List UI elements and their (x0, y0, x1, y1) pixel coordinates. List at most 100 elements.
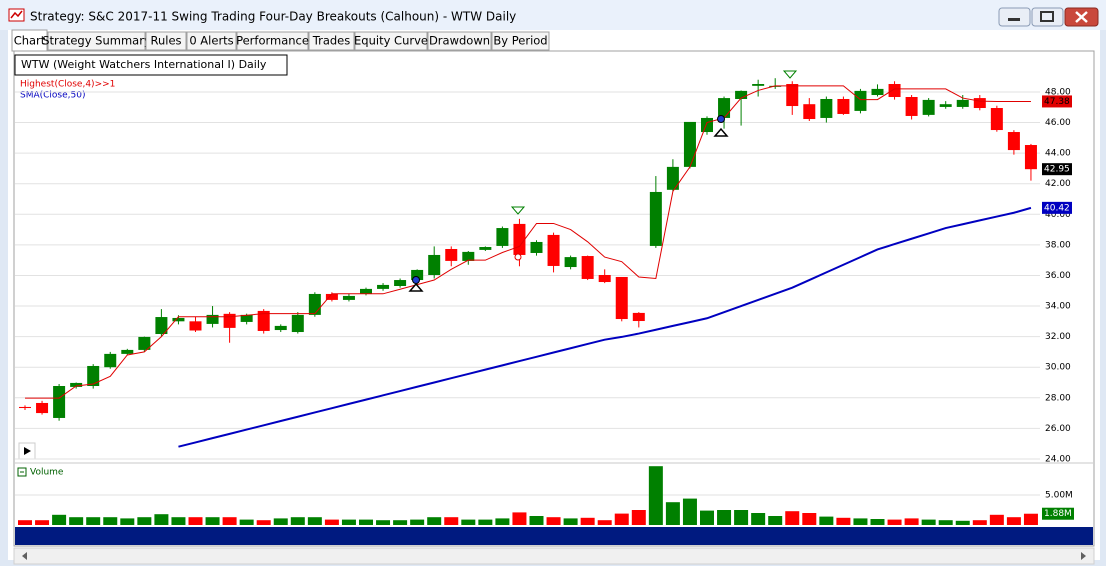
scroll-left-arrow[interactable] (22, 552, 27, 560)
candle-body (155, 317, 168, 335)
candle-body (786, 84, 799, 107)
volume-bar (904, 518, 919, 525)
tab[interactable] (186, 31, 237, 51)
y-tick-label: 34.00 (1045, 302, 1071, 312)
tab[interactable] (491, 31, 550, 51)
candle-body (973, 98, 986, 109)
volume-bar (631, 510, 646, 525)
candle-body (428, 254, 441, 275)
exit-marker (782, 70, 798, 79)
candle-body (36, 402, 49, 414)
volume-bar (239, 519, 254, 525)
volume-bar (205, 517, 220, 525)
volume-bar (154, 514, 169, 525)
volume-bar (938, 520, 953, 525)
entry-dot (717, 115, 725, 123)
horizontal-scrollbar[interactable] (13, 547, 1095, 565)
candle-body (121, 349, 134, 354)
volume-bar (1006, 517, 1021, 525)
candle-body (683, 121, 696, 167)
volume-bar (887, 519, 902, 525)
volume-bar (376, 520, 391, 525)
y-tick-label: 30.00 (1045, 363, 1071, 373)
candle-body (598, 274, 611, 283)
volume-bar (580, 517, 595, 525)
candle-body (274, 325, 287, 331)
candle-body (564, 257, 577, 268)
candle-body (87, 365, 100, 387)
tab-label: Drawdown (429, 34, 490, 48)
volume-bar (802, 513, 817, 525)
candle-body (530, 241, 543, 253)
candle-body (837, 98, 850, 114)
candle-body (291, 314, 304, 333)
candle-body (513, 223, 526, 255)
volume-bar (614, 513, 629, 525)
tab[interactable] (236, 31, 309, 51)
signal-markers (408, 70, 798, 292)
volume-bar (597, 520, 612, 525)
date-axis-bar (15, 527, 1093, 545)
volume-bar (410, 519, 425, 525)
candle-body (19, 406, 31, 409)
candle-body (666, 166, 679, 190)
volume-bar (648, 466, 663, 525)
tab[interactable] (308, 31, 355, 51)
candle-body (206, 314, 219, 324)
candle-body (581, 256, 594, 279)
candle-body (479, 247, 492, 250)
maximize-button[interactable] (1031, 7, 1064, 27)
candle-body (377, 284, 390, 289)
scroll-right-arrow[interactable] (1081, 552, 1086, 560)
maximize-icon (1040, 11, 1054, 22)
tab-label: Rules (150, 34, 181, 48)
volume-bar (682, 498, 697, 525)
last-volume-box (1042, 507, 1074, 520)
candle-body (547, 234, 560, 266)
candle-body (223, 313, 236, 328)
volume-bar (563, 518, 578, 525)
candle-body (53, 386, 66, 418)
tab[interactable] (47, 31, 146, 51)
candle-body (718, 98, 731, 118)
volume-bar (972, 520, 987, 525)
volume-bar (1023, 513, 1038, 525)
title-bar (0, 0, 1106, 30)
volume-bar (86, 517, 101, 525)
y-tick-label: 44.00 (1045, 149, 1071, 159)
candle-body (990, 108, 1003, 131)
entry-dot (412, 276, 420, 284)
candle-body (394, 280, 407, 287)
stop-marker (514, 253, 522, 261)
play-icon (24, 447, 31, 455)
app-icon (8, 8, 25, 22)
candle-body (922, 99, 935, 115)
volume-legend: Volume (30, 468, 64, 478)
volume-bar (819, 516, 834, 525)
last-value-label: 40.42 (1044, 203, 1070, 213)
tab-label: Performance (236, 34, 309, 48)
volume-bar (836, 517, 851, 525)
volume-bar (171, 517, 186, 525)
volume-bar (512, 512, 527, 525)
tab-label: 0 Alerts (189, 34, 233, 48)
volume-bar (307, 517, 322, 525)
last-close-box (1042, 163, 1072, 176)
volume-bar (734, 510, 749, 525)
tab[interactable] (354, 31, 428, 51)
tab-label: By Period (493, 34, 547, 48)
last-close-label: 42.95 (1044, 165, 1070, 175)
tab[interactable] (427, 31, 492, 51)
window-title: Strategy: S&C 2017-11 Swing Trading Four… (30, 10, 516, 24)
volume-bar (870, 519, 885, 525)
minimize-button[interactable] (998, 7, 1031, 27)
candle-body (956, 99, 969, 107)
volume-bar (359, 519, 373, 525)
candle-body (854, 90, 867, 111)
volume-bar (137, 517, 152, 525)
candle-body (189, 321, 202, 331)
tab[interactable] (145, 31, 187, 51)
indicator-line (178, 206, 1032, 448)
candle-body (308, 293, 321, 315)
volume-bar (546, 517, 561, 525)
